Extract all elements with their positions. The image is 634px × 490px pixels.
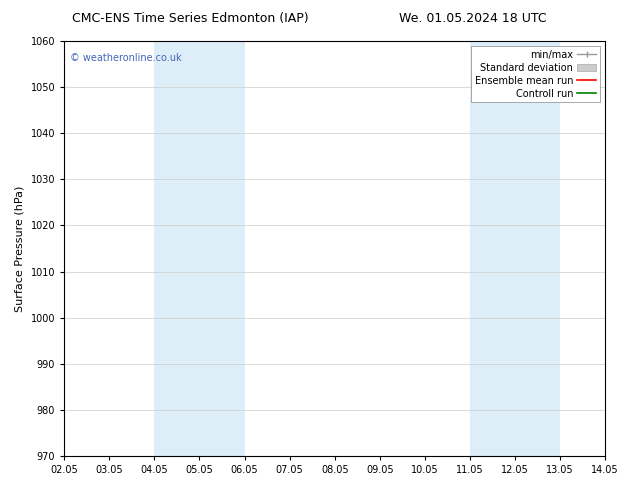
Text: CMC-ENS Time Series Edmonton (IAP): CMC-ENS Time Series Edmonton (IAP) bbox=[72, 12, 309, 25]
Bar bbox=[515, 41, 560, 456]
Bar bbox=[154, 41, 200, 456]
Legend: min/max, Standard deviation, Ensemble mean run, Controll run: min/max, Standard deviation, Ensemble me… bbox=[470, 46, 600, 102]
Text: We. 01.05.2024 18 UTC: We. 01.05.2024 18 UTC bbox=[399, 12, 546, 25]
Bar bbox=[200, 41, 245, 456]
Bar bbox=[470, 41, 515, 456]
Y-axis label: Surface Pressure (hPa): Surface Pressure (hPa) bbox=[15, 185, 25, 312]
Text: © weatheronline.co.uk: © weatheronline.co.uk bbox=[70, 53, 181, 64]
